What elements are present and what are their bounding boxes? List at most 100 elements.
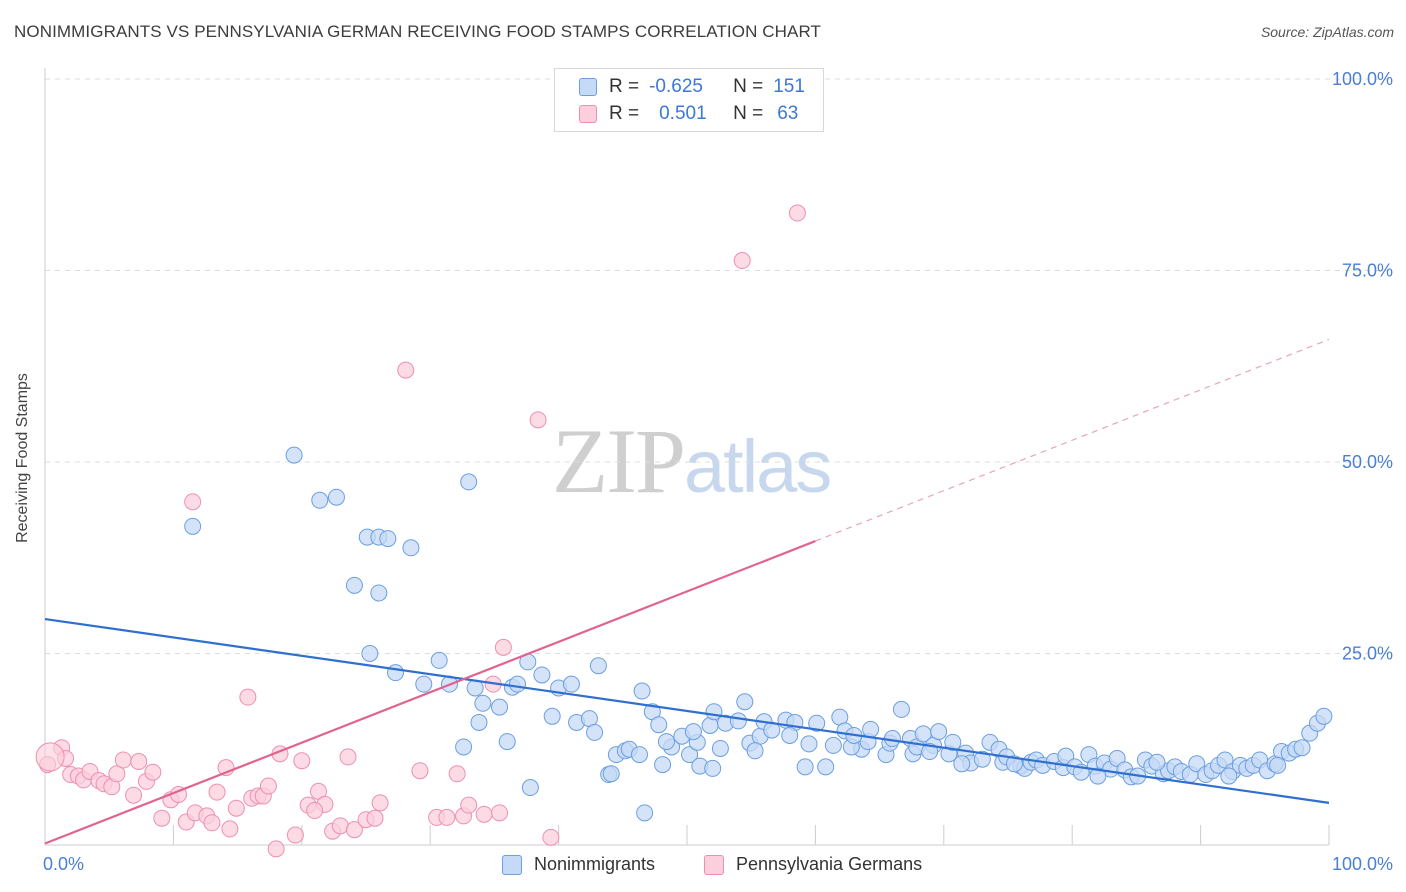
data-point-nonimmigrants bbox=[1269, 756, 1287, 774]
data-point-nonimmigrants bbox=[470, 713, 488, 731]
data-point-pennsylvania-germans bbox=[267, 840, 285, 858]
data-point-nonimmigrants bbox=[586, 723, 604, 741]
data-point-nonimmigrants bbox=[654, 756, 672, 774]
data-point-nonimmigrants bbox=[729, 712, 747, 730]
r-label: R = bbox=[609, 103, 640, 124]
data-point-nonimmigrants bbox=[455, 738, 473, 756]
n-label: N = bbox=[733, 76, 764, 97]
data-point-nonimmigrants bbox=[953, 755, 971, 773]
legend-swatch-pink bbox=[579, 105, 597, 123]
data-point-nonimmigrants bbox=[817, 758, 835, 776]
data-point-nonimmigrants bbox=[1315, 707, 1333, 725]
x-tick-label: 0.0% bbox=[43, 854, 84, 874]
y-axis-label: Receiving Food Stamps bbox=[14, 373, 31, 543]
y-tick-label: 50.0% bbox=[1342, 452, 1393, 472]
data-point-pennsylvania-germans bbox=[286, 826, 304, 844]
data-point-nonimmigrants bbox=[630, 746, 648, 764]
y-tick-label: 25.0% bbox=[1342, 644, 1393, 664]
data-point-nonimmigrants bbox=[521, 779, 539, 797]
legend-swatch-blue bbox=[579, 78, 597, 96]
data-point-pennsylvania-germans bbox=[438, 808, 456, 826]
data-point-nonimmigrants bbox=[746, 742, 764, 760]
data-point-nonimmigrants bbox=[930, 723, 948, 741]
data-point-pennsylvania-germans bbox=[184, 493, 202, 511]
data-point-nonimmigrants bbox=[415, 675, 433, 693]
data-point-nonimmigrants bbox=[862, 720, 880, 738]
data-point-nonimmigrants bbox=[892, 700, 910, 718]
data-point-pennsylvania-germans bbox=[259, 777, 277, 795]
r-value: 0.501 bbox=[659, 103, 707, 124]
data-point-nonimmigrants bbox=[736, 693, 754, 711]
y-tick-label: 100.0% bbox=[1332, 69, 1393, 89]
data-point-nonimmigrants bbox=[1293, 739, 1311, 757]
data-point-pennsylvania-germans bbox=[491, 804, 509, 822]
data-point-pennsylvania-germans bbox=[227, 799, 245, 817]
data-point-nonimmigrants bbox=[370, 584, 388, 602]
data-point-nonimmigrants bbox=[1089, 767, 1107, 785]
data-point-nonimmigrants bbox=[602, 765, 620, 783]
watermark: ZIPatlas bbox=[552, 408, 832, 514]
data-point-nonimmigrants bbox=[543, 707, 561, 725]
trend-line-nonimmigrants bbox=[44, 617, 1330, 804]
watermark-zip: ZIP bbox=[552, 410, 686, 512]
x-tick-label: 100.0% bbox=[1332, 854, 1393, 874]
r-value: -0.625 bbox=[649, 76, 703, 97]
data-point-nonimmigrants bbox=[491, 698, 509, 716]
data-point-nonimmigrants bbox=[1005, 755, 1023, 773]
data-point-nonimmigrants bbox=[681, 746, 699, 764]
data-point-nonimmigrants bbox=[589, 657, 607, 675]
data-point-nonimmigrants bbox=[944, 733, 962, 751]
data-point-pennsylvania-germans bbox=[130, 753, 148, 771]
data-point-nonimmigrants bbox=[921, 743, 939, 761]
watermark-atlas: atlas bbox=[684, 425, 832, 508]
correlation-legend: R = -0.625 N = 151 R = 0.501 N = 63 bbox=[554, 68, 824, 132]
legend-row-pennsylvania-germans: R = 0.501 N = 63 bbox=[579, 101, 798, 127]
data-point-pennsylvania-germans bbox=[114, 751, 132, 769]
data-point-nonimmigrants bbox=[533, 666, 551, 684]
chart-title: NONIMMIGRANTS VS PENNSYLVANIA GERMAN REC… bbox=[14, 22, 822, 41]
legend-label: Nonimmigrants bbox=[534, 854, 656, 874]
data-point-nonimmigrants bbox=[973, 750, 991, 768]
n-label: N = bbox=[733, 103, 764, 124]
data-point-pennsylvania-germans bbox=[108, 765, 126, 783]
data-point-nonimmigrants bbox=[657, 733, 675, 751]
trend-line-extension-pennsylvania-germans bbox=[815, 338, 1330, 542]
data-point-nonimmigrants bbox=[796, 758, 814, 776]
data-point-pennsylvania-germans bbox=[529, 411, 547, 429]
data-point-nonimmigrants bbox=[311, 491, 329, 509]
data-point-pennsylvania-germans bbox=[125, 786, 143, 804]
data-point-nonimmigrants bbox=[633, 682, 651, 700]
data-point-pennsylvania-germans bbox=[366, 809, 384, 827]
data-point-nonimmigrants bbox=[361, 645, 379, 662]
data-point-nonimmigrants bbox=[824, 736, 842, 754]
data-point-nonimmigrants bbox=[636, 804, 654, 822]
data-point-pennsylvania-germans bbox=[371, 794, 389, 812]
data-point-pennsylvania-germans bbox=[542, 828, 560, 846]
data-point-nonimmigrants bbox=[345, 576, 363, 594]
data-point-pennsylvania-germans bbox=[306, 802, 324, 820]
data-point-nonimmigrants bbox=[684, 723, 702, 741]
data-point-pennsylvania-germans bbox=[208, 783, 226, 801]
data-point-nonimmigrants bbox=[800, 735, 818, 753]
data-point-nonimmigrants bbox=[387, 664, 405, 682]
data-point-nonimmigrants bbox=[474, 694, 492, 712]
n-value: 63 bbox=[777, 103, 799, 124]
legend-item-pennsylvania-germans: Pennsylvania Germans bbox=[704, 854, 922, 875]
legend-label: Pennsylvania Germans bbox=[736, 854, 923, 874]
data-point-pennsylvania-germans bbox=[35, 742, 65, 772]
data-point-nonimmigrants bbox=[808, 714, 826, 732]
data-point-pennsylvania-germans bbox=[339, 748, 357, 766]
n-value: 151 bbox=[773, 76, 805, 97]
data-point-nonimmigrants bbox=[460, 473, 478, 491]
data-point-pennsylvania-germans bbox=[144, 763, 162, 781]
data-point-nonimmigrants bbox=[498, 733, 516, 751]
data-point-pennsylvania-germans bbox=[411, 762, 429, 780]
data-point-pennsylvania-germans bbox=[788, 204, 806, 222]
data-point-nonimmigrants bbox=[711, 739, 729, 757]
data-point-pennsylvania-germans bbox=[221, 820, 239, 838]
data-point-pennsylvania-germans bbox=[460, 796, 478, 814]
data-point-pennsylvania-germans bbox=[293, 752, 311, 770]
legend-row-nonimmigrants: R = -0.625 N = 151 bbox=[579, 74, 805, 100]
data-point-nonimmigrants bbox=[1148, 753, 1166, 771]
